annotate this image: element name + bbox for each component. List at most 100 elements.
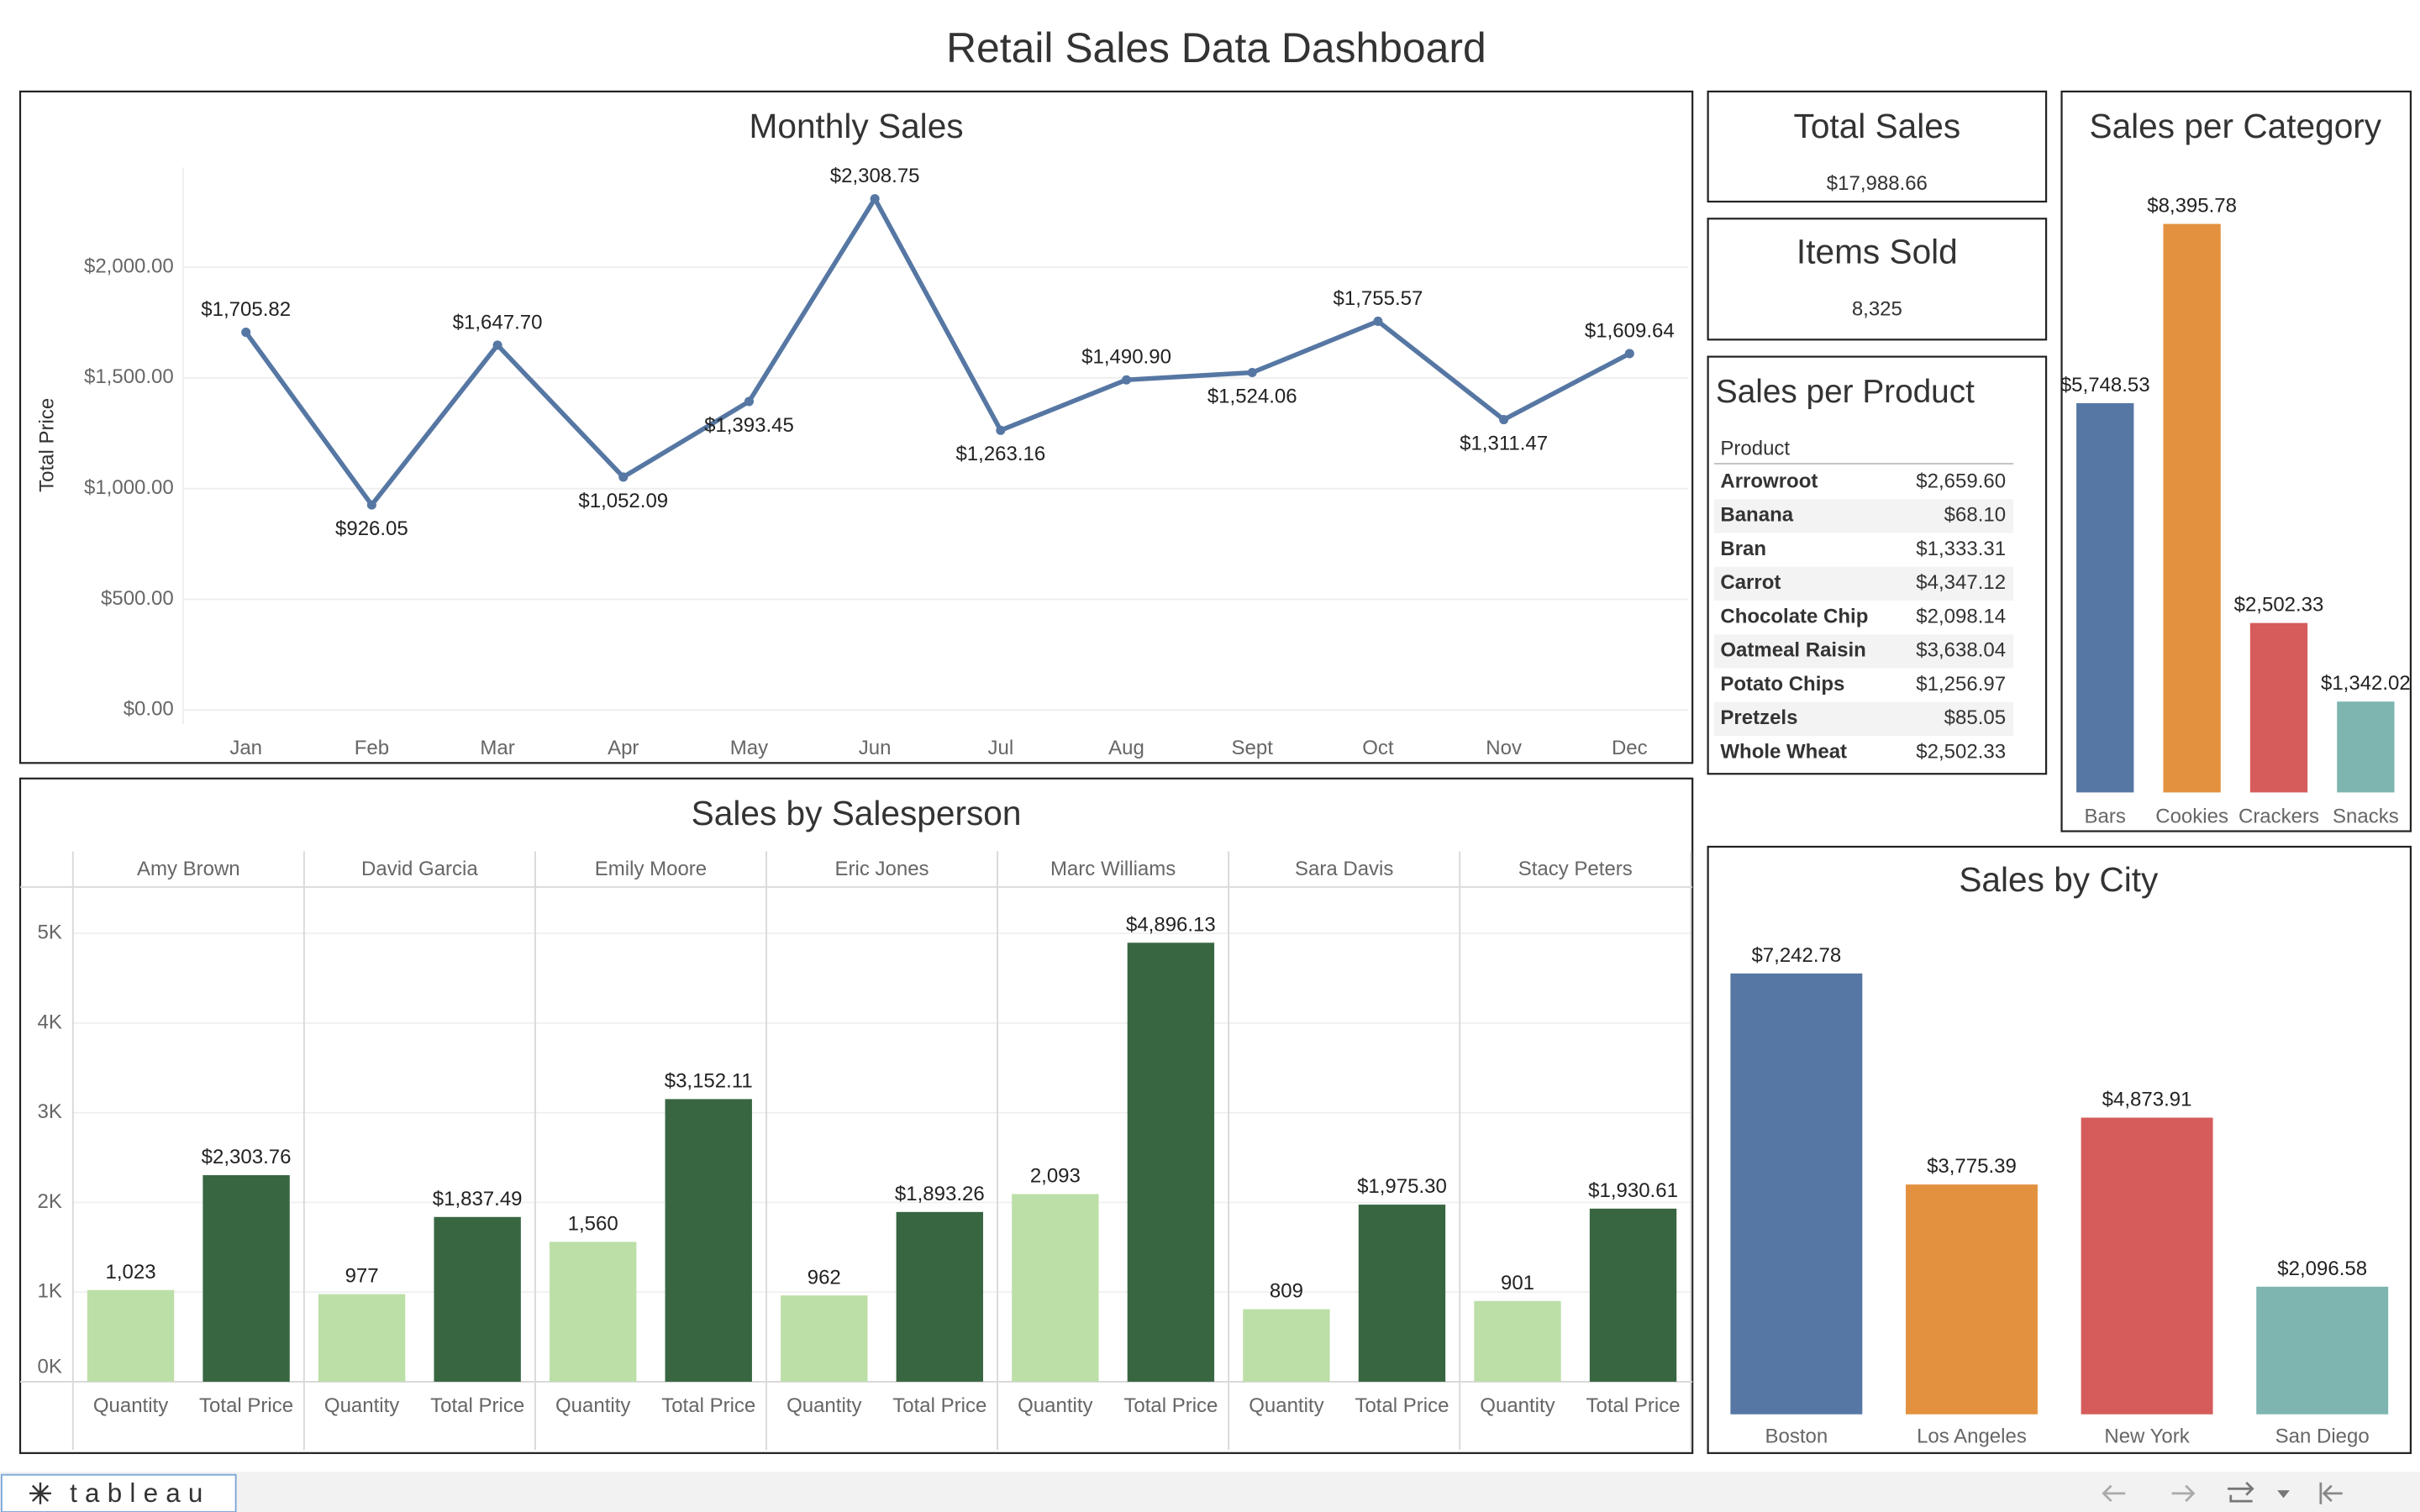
row-shade	[1714, 566, 2014, 601]
product-name: Arrowroot	[1720, 470, 1818, 492]
value-label: $1,837.49	[433, 1188, 523, 1210]
value-label: $8,395.78	[2147, 195, 2237, 218]
row-shade	[1714, 634, 2014, 669]
y-tick-label: 2K	[37, 1190, 61, 1213]
x-tick-label: Quantity	[324, 1394, 399, 1417]
y-tick-label: 5K	[37, 921, 61, 944]
bar	[896, 1211, 983, 1382]
reset-icon[interactable]	[2319, 1482, 2343, 1504]
x-tick-label: Cookies	[2155, 805, 2228, 827]
value-label: 2,093	[1030, 1165, 1081, 1188]
point	[366, 500, 376, 510]
point	[492, 340, 502, 350]
product-value: $1,333.31	[1916, 538, 2006, 560]
product-name: Chocolate Chip	[1720, 605, 1868, 627]
value-label: $1,263.16	[955, 443, 1045, 465]
value-label: $3,775.39	[1927, 1155, 2017, 1178]
product-name: Bran	[1720, 538, 1766, 560]
x-tick-label: Jun	[859, 737, 892, 759]
x-tick-label: Apr	[608, 737, 639, 759]
toolbar	[0, 1472, 2420, 1512]
value-label: $2,308.75	[830, 165, 920, 187]
value-label: $1,930.61	[1588, 1179, 1678, 1202]
revert-icon[interactable]	[2228, 1481, 2254, 1503]
value-label: 901	[1501, 1272, 1534, 1294]
chart-title: Sales by City	[1959, 860, 2159, 899]
x-tick-label: Aug	[1108, 737, 1144, 759]
x-tick-label: San Diego	[2275, 1425, 2370, 1448]
x-tick-label: Feb	[355, 737, 389, 759]
bar	[2076, 402, 2134, 793]
x-tick-label: Quantity	[1018, 1394, 1092, 1417]
y-tick-label: $2,000.00	[84, 255, 174, 277]
y-tick-label: $1,000.00	[84, 476, 174, 499]
x-tick-label: Snacks	[2333, 805, 2399, 827]
y-tick-label: 1K	[37, 1280, 61, 1303]
y-tick-label: 4K	[37, 1011, 61, 1033]
product-name: Whole Wheat	[1720, 740, 1847, 763]
x-tick-label: Jul	[988, 737, 1014, 759]
product-name: Banana	[1720, 504, 1793, 527]
x-tick-label: Quantity	[555, 1394, 630, 1417]
product-name: Pretzels	[1720, 706, 1797, 729]
x-tick-label: Jan	[229, 737, 262, 759]
kpi-panel	[1707, 90, 2048, 203]
value-label: $1,393.45	[704, 414, 794, 437]
x-tick-label: New York	[2104, 1425, 2190, 1448]
chart-title: Sales per Category	[2089, 107, 2381, 145]
point	[618, 472, 629, 482]
footer: tableau	[0, 1472, 2420, 1512]
bar	[1127, 942, 1215, 1382]
value-label: $1,705.82	[201, 298, 291, 321]
value-label: $1,755.57	[1334, 287, 1423, 310]
bar	[2256, 1286, 2389, 1415]
bar	[1730, 973, 1863, 1415]
value-label: $2,502.33	[2234, 594, 2324, 617]
dropdown-icon[interactable]	[2277, 1490, 2290, 1499]
point	[1373, 316, 1383, 326]
bar	[318, 1294, 406, 1382]
point	[996, 425, 1006, 435]
panel-label: David Garcia	[361, 858, 478, 880]
value-label: $1,490.90	[1081, 346, 1171, 369]
x-tick-label: Quantity	[1249, 1394, 1323, 1417]
product-value: $2,098.14	[1916, 605, 2006, 627]
bar	[434, 1216, 521, 1382]
product-value: $1,256.97	[1916, 673, 2006, 696]
x-tick-label: Quantity	[93, 1394, 168, 1417]
value-label: $7,242.78	[1751, 944, 1841, 967]
value-label: $1,052.09	[578, 490, 668, 512]
value-label: $4,873.91	[2102, 1089, 2192, 1111]
x-tick-label: Sept	[1232, 737, 1274, 759]
y-tick-label: $1,500.00	[84, 365, 174, 388]
x-tick-label: Total Price	[1586, 1394, 1681, 1417]
value-label: $3,152.11	[665, 1069, 753, 1092]
x-tick-label: Total Price	[661, 1394, 755, 1417]
undo-icon[interactable]	[2102, 1484, 2126, 1503]
x-tick-label: Mar	[480, 737, 514, 759]
x-tick-label: Total Price	[1123, 1394, 1218, 1417]
bar	[1012, 1194, 1099, 1382]
table-title: Sales per Product	[1716, 374, 1975, 410]
value-label: $1,609.64	[1585, 319, 1675, 342]
bar	[665, 1099, 752, 1382]
x-tick-label: Total Price	[892, 1394, 986, 1417]
value-label: 962	[808, 1266, 841, 1289]
value-label: $5,748.53	[2060, 374, 2150, 396]
kpi-value: $17,988.66	[1827, 172, 1928, 195]
bar	[2249, 622, 2308, 793]
value-label: $1,893.26	[895, 1183, 985, 1205]
point	[870, 194, 880, 204]
x-tick-label: Total Price	[1355, 1394, 1449, 1417]
bar	[1906, 1184, 2038, 1415]
value-label: 809	[1270, 1280, 1303, 1303]
x-tick-label: Oct	[1362, 737, 1394, 759]
bar	[781, 1295, 868, 1382]
redo-icon[interactable]	[2171, 1484, 2196, 1503]
bar	[2163, 223, 2221, 793]
panel-label: Marc Williams	[1050, 858, 1176, 880]
value-label: $1,311.47	[1460, 432, 1548, 454]
product-value: $68.10	[1944, 504, 2006, 527]
product-value: $3,638.04	[1916, 639, 2006, 662]
